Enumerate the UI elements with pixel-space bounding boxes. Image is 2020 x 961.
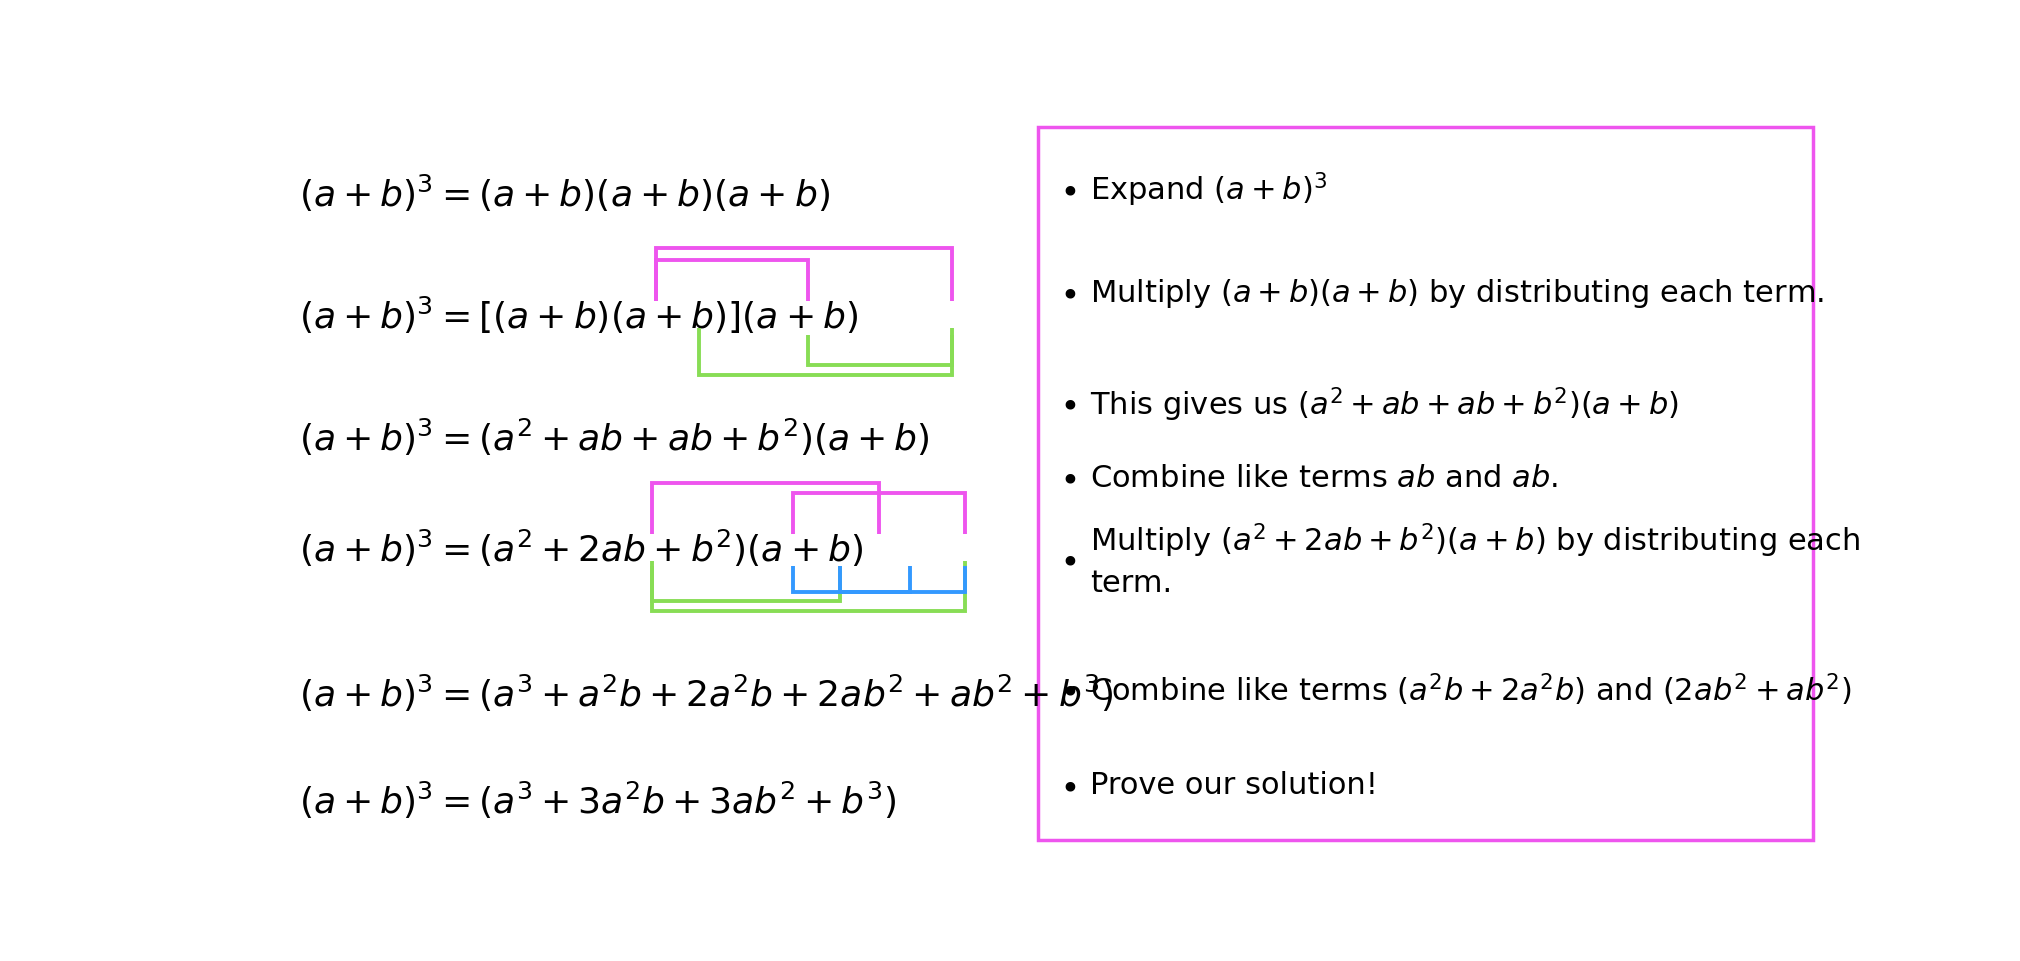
Text: $(a + b)^3 = [(a + b)(a + b)](a + b)$: $(a + b)^3 = [(a + b)(a + b)](a + b)$	[299, 294, 858, 335]
Text: $(a + b)^3 = (a^3 + a^2b + 2a^2b + 2ab^2 + ab^2 + b^3)$: $(a + b)^3 = (a^3 + a^2b + 2a^2b + 2ab^2…	[299, 672, 1115, 713]
Text: $(a + b)^3 = (a^2 + ab + ab + b^2)(a + b)$: $(a + b)^3 = (a^2 + ab + ab + b^2)(a + b…	[299, 417, 929, 457]
Text: $\bullet$: $\bullet$	[1058, 543, 1077, 576]
Text: $(a + b)^3 = (a + b)(a + b)(a + b)$: $(a + b)^3 = (a + b)(a + b)(a + b)$	[299, 172, 830, 213]
Text: $\bullet$: $\bullet$	[1058, 173, 1077, 206]
Text: $\bullet$: $\bullet$	[1058, 673, 1077, 705]
Text: Prove our solution!: Prove our solution!	[1091, 771, 1378, 800]
Text: Multiply $(a^2 + 2ab + b^2)(a + b)$ by distributing each
term.: Multiply $(a^2 + 2ab + b^2)(a + b)$ by d…	[1091, 521, 1860, 598]
Text: $\bullet$: $\bullet$	[1058, 769, 1077, 801]
Text: Combine like terms $ab$ and $ab$.: Combine like terms $ab$ and $ab$.	[1091, 463, 1557, 492]
Text: $\bullet$: $\bullet$	[1058, 277, 1077, 309]
Text: Multiply $(a + b)(a + b)$ by distributing each term.: Multiply $(a + b)(a + b)$ by distributin…	[1091, 277, 1824, 309]
Text: This gives us $(a^2 + ab + ab + b^2)(a + b)$: This gives us $(a^2 + ab + ab + b^2)(a +…	[1091, 384, 1679, 423]
Text: $(a + b)^3 = (a^2 + 2ab + b^2)(a + b)$: $(a + b)^3 = (a^2 + 2ab + b^2)(a + b)$	[299, 528, 865, 569]
Text: $\bullet$: $\bullet$	[1058, 461, 1077, 494]
Text: Combine like terms $(a^2b + 2a^2b)$ and $(2ab^2 + ab^2)$: Combine like terms $(a^2b + 2a^2b)$ and …	[1091, 671, 1852, 707]
FancyBboxPatch shape	[1038, 128, 1814, 841]
Text: $\bullet$: $\bullet$	[1058, 387, 1077, 420]
Text: $(a + b)^3 = (a^3 + 3a^2b + 3ab^2 + b^3)$: $(a + b)^3 = (a^3 + 3a^2b + 3ab^2 + b^3)…	[299, 779, 897, 821]
Text: Expand $(a + b)^3$: Expand $(a + b)^3$	[1091, 170, 1327, 209]
